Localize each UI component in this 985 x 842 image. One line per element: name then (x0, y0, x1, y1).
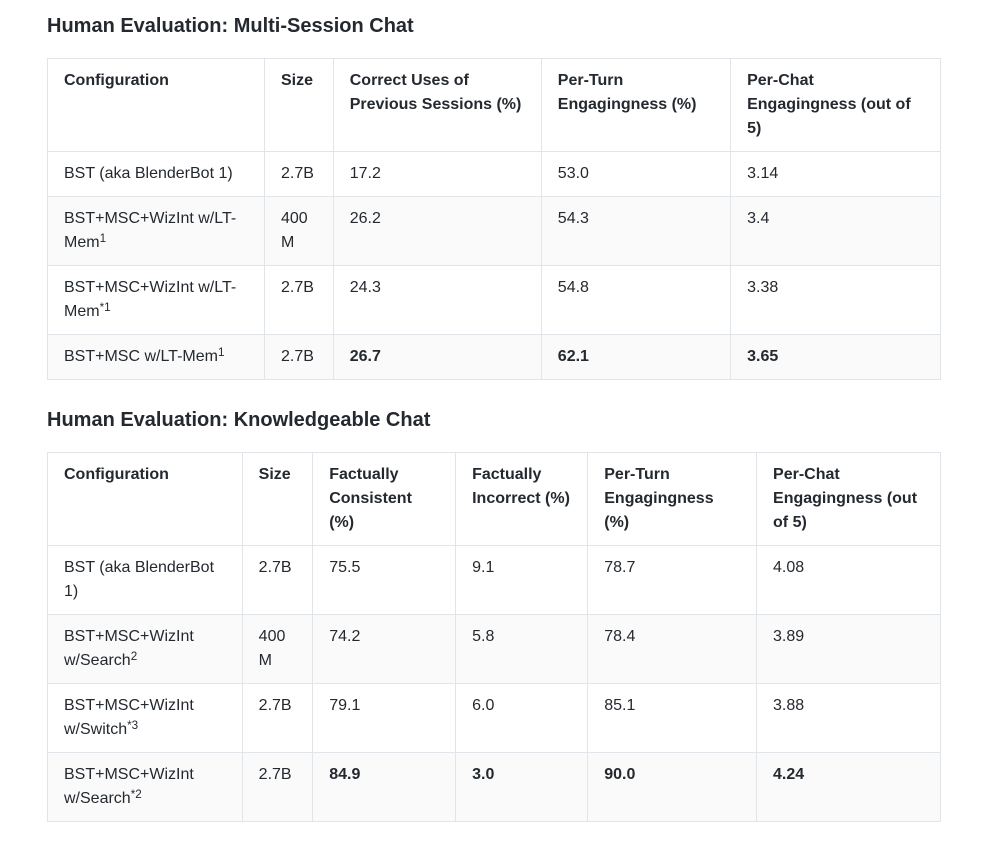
configuration-cell: BST+MSC+WizInt w/LT-Mem*1 (47, 265, 265, 335)
value-cell: 17.2 (332, 151, 542, 197)
section-knowledgeable-chat: Human Evaluation: Knowledgeable Chat Con… (47, 408, 941, 822)
configuration-cell: BST+MSC+WizInt w/Switch*3 (47, 683, 243, 753)
value-cell: 3.65 (730, 334, 941, 380)
value-cell: 2.7B (241, 683, 314, 753)
configuration-cell: BST+MSC+WizInt w/Search*2 (47, 752, 243, 822)
value-cell: 3.14 (730, 151, 941, 197)
value-cell: 54.3 (540, 196, 732, 266)
value-cell: 2.7B (263, 151, 334, 197)
value-cell: 2.7B (263, 334, 334, 380)
column-header: Per-Chat Engagingness (out of 5) (730, 58, 941, 152)
multi-session-chat-table: Configuration Size Correct Uses of Previou… (47, 58, 941, 380)
value-cell: 84.9 (312, 752, 457, 822)
value-cell: 2.7B (263, 265, 334, 335)
value-cell: 9.1 (455, 545, 589, 615)
value-cell: 6.0 (455, 683, 589, 753)
configuration-cell: BST+MSC+WizInt w/LT-Mem1 (47, 196, 265, 266)
column-header: Factually Consistent (%) (312, 452, 457, 546)
header-row: Configuration Size Factually Consistent (%… (47, 452, 941, 546)
value-cell: 3.0 (455, 752, 589, 822)
value-cell: 5.8 (455, 614, 589, 684)
value-cell: 400M (241, 614, 314, 684)
column-header: Size (241, 452, 314, 546)
table-row: BST (aka BlenderBot 1) 2.7B 75.5 9.1 78.7 4.0… (47, 545, 941, 615)
table-row: BST+MSC+WizInt w/LT-Mem1 400M 26.2 54.3 3.4 (47, 196, 941, 266)
value-cell: 2.7B (241, 545, 314, 615)
footnote-superscript: *1 (99, 300, 111, 314)
column-header: Factually Incorrect (%) (455, 452, 589, 546)
value-cell: 62.1 (540, 334, 732, 380)
value-cell: 53.0 (540, 151, 732, 197)
table-row: BST+MSC+WizInt w/Search2 400M 74.2 5.8 78.4 3… (47, 614, 941, 684)
value-cell: 78.7 (587, 545, 758, 615)
column-header: Per-Chat Engagingness (out of 5) (756, 452, 941, 546)
column-header: Configuration (47, 452, 243, 546)
value-cell: 3.38 (730, 265, 941, 335)
footnote-superscript: 1 (99, 231, 107, 245)
configuration-cell: BST+MSC+WizInt w/Search2 (47, 614, 243, 684)
value-cell: 2.7B (241, 752, 314, 822)
table-row: BST (aka BlenderBot 1) 2.7B 17.2 53.0 3.14 (47, 151, 941, 197)
configuration-cell: BST (aka BlenderBot 1) (47, 545, 243, 615)
value-cell: 4.24 (756, 752, 941, 822)
table-row: BST+MSC+WizInt w/Switch*3 2.7B 79.1 6.0 85.1… (47, 683, 941, 753)
value-cell: 79.1 (312, 683, 457, 753)
column-header: Per-Turn Engagingness (%) (587, 452, 758, 546)
value-cell: 54.8 (540, 265, 732, 335)
table-row: BST+MSC+WizInt w/LT-Mem*1 2.7B 24.3 54.8 3.3… (47, 265, 941, 335)
footnote-superscript: *2 (130, 787, 142, 801)
footnote-superscript: 2 (130, 649, 138, 663)
section-title-multi-session-chat: Human Evaluation: Multi-Session Chat (47, 15, 414, 37)
value-cell: 74.2 (312, 614, 457, 684)
value-cell: 90.0 (587, 752, 758, 822)
value-cell: 3.89 (756, 614, 941, 684)
value-cell: 78.4 (587, 614, 758, 684)
value-cell: 4.08 (756, 545, 941, 615)
column-header: Per-Turn Engagingness (%) (540, 58, 732, 152)
value-cell: 26.7 (332, 334, 542, 380)
value-cell: 3.4 (730, 196, 941, 266)
knowledgeable-chat-table: Configuration Size Factually Consistent (%… (47, 452, 941, 822)
configuration-cell: BST (aka BlenderBot 1) (47, 151, 265, 197)
value-cell: 3.88 (756, 683, 941, 753)
column-header: Size (263, 58, 334, 152)
column-header: Configuration (47, 58, 265, 152)
value-cell: 26.2 (332, 196, 542, 266)
header-row: Configuration Size Correct Uses of Previou… (47, 58, 941, 152)
footnote-superscript: *3 (127, 718, 139, 732)
section-title-knowledgeable-chat: Human Evaluation: Knowledgeable Chat (47, 409, 431, 431)
configuration-cell: BST+MSC w/LT-Mem1 (47, 334, 265, 380)
value-cell: 400M (263, 196, 334, 266)
table-row: BST+MSC w/LT-Mem1 2.7B 26.7 62.1 3.65 (47, 334, 941, 380)
section-multi-session-chat: Human Evaluation: Multi-Session Chat Con… (47, 14, 941, 380)
footnote-superscript: 1 (217, 345, 225, 359)
column-header: Correct Uses of Previous Sessions (%) (332, 58, 542, 152)
value-cell: 75.5 (312, 545, 457, 615)
value-cell: 85.1 (587, 683, 758, 753)
table-row: BST+MSC+WizInt w/Search*2 2.7B 84.9 3.0 90.0… (47, 752, 941, 822)
value-cell: 24.3 (332, 265, 542, 335)
